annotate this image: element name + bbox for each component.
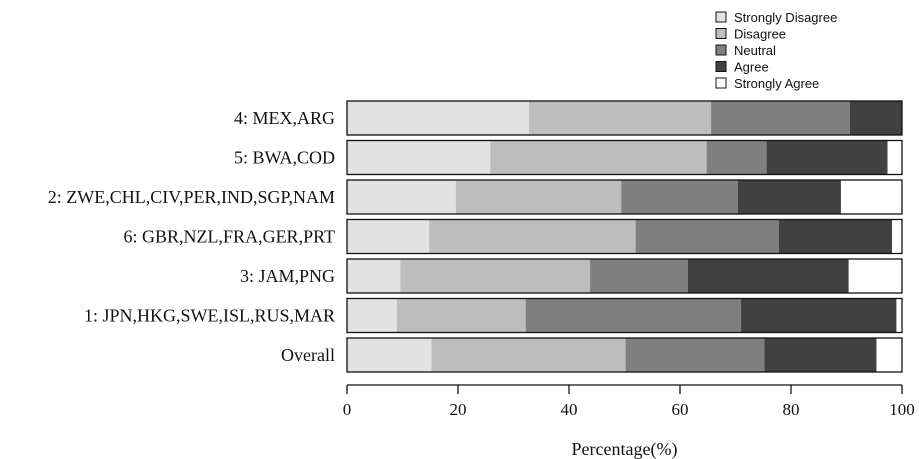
bar-segment-3-3 (621, 180, 738, 214)
legend-label: Strongly Disagree (734, 10, 837, 25)
legend-swatch (715, 44, 727, 56)
x-axis-title: Percentage(%) (572, 439, 678, 459)
bar-segment-2-2 (490, 140, 707, 175)
x-axis: 0 20 40 60 80 100 (343, 384, 915, 419)
bar-segment-4-4 (778, 219, 893, 254)
category-label: 6: GBR,NZL,FRA,GER,PRT (124, 227, 335, 247)
bar-segment-1-3 (711, 101, 850, 135)
bar-segment-5-1 (347, 259, 401, 293)
bar-segment-2-3 (706, 140, 767, 175)
category-labels: 4: MEX,ARG 5: BWA,COD 2: ZWE,CHL,CIV,PER,I… (48, 108, 335, 365)
legend-swatch (715, 11, 727, 23)
bar-outline-5 (346, 258, 903, 294)
bar-segment-3-5 (840, 180, 902, 214)
bar-outline-2 (346, 139, 903, 176)
legend-label: Disagree (734, 27, 786, 42)
bar-segment-4-3 (635, 219, 779, 254)
bar-segment-5-2 (400, 259, 591, 293)
category-label: 4: MEX,ARG (234, 108, 335, 128)
legend-label: Strongly Agree (734, 76, 819, 91)
bar-segment-3-2 (455, 180, 622, 214)
bar-segment-3-4 (737, 180, 841, 214)
bars-group (346, 100, 903, 373)
x-tick-label: 80 (783, 400, 800, 419)
bar-segment-4-1 (347, 219, 430, 254)
bar-segment-3-1 (347, 180, 456, 214)
legend-label: Neutral (734, 43, 776, 58)
category-label: 1: JPN,HKG,SWE,ISL,RUS,MAR (84, 306, 335, 326)
bar-outline-7 (346, 337, 903, 373)
legend-swatch (715, 77, 727, 89)
bar-outline-4 (346, 218, 903, 255)
bar-segment-6-4 (741, 298, 897, 333)
bar-outline-1 (346, 100, 903, 136)
category-label: 3: JAM,PNG (240, 266, 335, 286)
bar-segment-7-5 (876, 338, 902, 372)
bar-segment-2-5 (887, 140, 902, 175)
x-tick-label: 40 (561, 400, 578, 419)
bar-segment-5-5 (848, 259, 902, 293)
bar-segment-2-4 (766, 140, 888, 175)
legend-swatch (715, 61, 727, 72)
legend-label: Agree (734, 60, 769, 75)
bar-segment-7-4 (764, 338, 877, 372)
bar-segment-6-1 (347, 298, 397, 333)
x-tick-label: 0 (343, 400, 352, 419)
category-label: Overall (281, 345, 335, 365)
bar-segment-6-2 (396, 298, 526, 333)
x-tick-label: 100 (889, 400, 915, 419)
bar-outline-3 (346, 179, 903, 215)
x-tick-label: 60 (672, 400, 689, 419)
bar-segment-6-5 (896, 298, 902, 333)
x-tick-label: 20 (450, 400, 467, 419)
bar-segment-7-2 (431, 338, 626, 372)
bar-segment-7-3 (625, 338, 765, 372)
bar-segment-4-2 (429, 219, 636, 254)
bar-segment-2-1 (347, 140, 491, 175)
bar-segment-1-4 (849, 101, 902, 135)
bar-segment-5-4 (687, 259, 849, 293)
bar-segment-6-3 (525, 298, 742, 333)
bar-segment-7-1 (347, 338, 432, 372)
bar-segment-4-5 (892, 219, 902, 254)
bar-outline-6 (346, 297, 903, 334)
category-label: 2: ZWE,CHL,CIV,PER,IND,SGP,NAM (48, 187, 335, 207)
category-label: 5: BWA,COD (234, 148, 335, 168)
legend-swatch (715, 28, 727, 39)
bar-segment-1-2 (529, 101, 712, 135)
bar-segment-5-3 (590, 259, 688, 293)
bar-segment-1-1 (347, 101, 530, 135)
